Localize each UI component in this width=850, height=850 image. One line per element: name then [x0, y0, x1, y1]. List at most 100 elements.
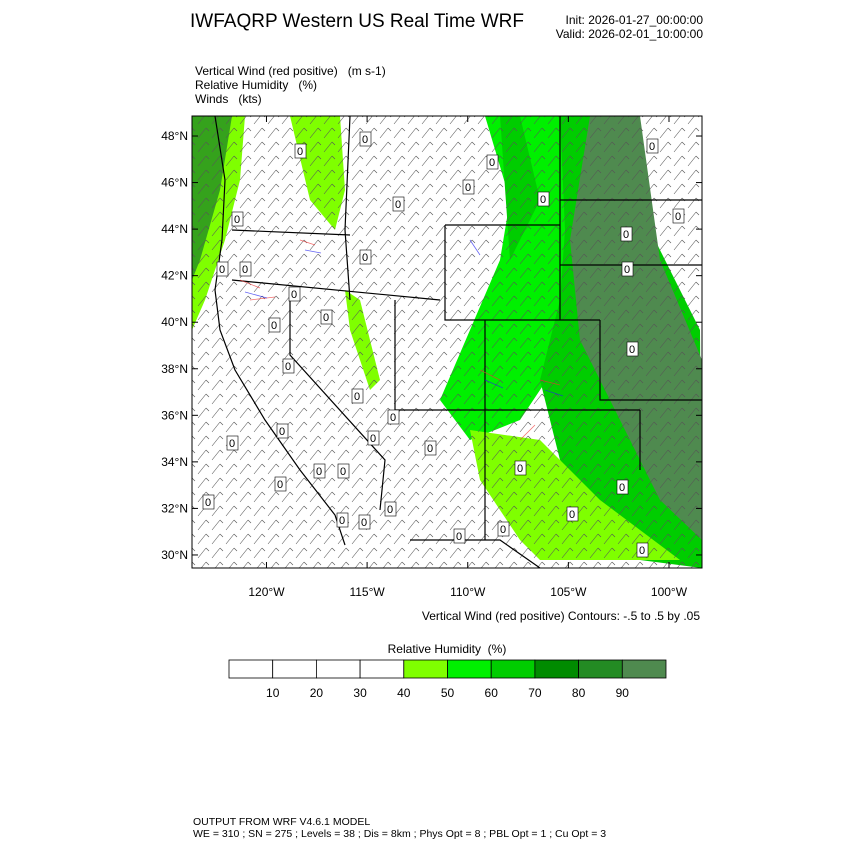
colorbar-label: 70 — [528, 686, 542, 700]
contour-label: 0 — [624, 264, 630, 276]
contour-label: 0 — [623, 229, 629, 241]
contour-label-box — [387, 409, 400, 425]
contour-label-box — [537, 191, 550, 207]
colorbar-label: 10 — [266, 686, 280, 700]
contour-label-box — [620, 226, 633, 242]
contour-label: 0 — [370, 433, 376, 445]
contour-label: 0 — [354, 391, 360, 403]
contour-label-box — [616, 479, 629, 495]
contour-label: 0 — [639, 545, 645, 557]
footer-line: OUTPUT FROM WRF V4.6.1 MODEL — [193, 816, 370, 828]
contour-label: 0 — [219, 264, 225, 276]
contour-label-box — [239, 261, 252, 277]
contour-label: 0 — [489, 157, 495, 169]
contour-label: 0 — [361, 517, 367, 529]
map-area — [192, 116, 702, 568]
colorbar-label: 80 — [572, 686, 586, 700]
colorbar-box — [621, 659, 667, 679]
contour-label-box — [359, 249, 372, 265]
lat-label: 42°N — [161, 269, 188, 283]
contour-label-box — [351, 388, 364, 404]
contour-label-box — [274, 476, 287, 492]
colorbar-box — [490, 659, 536, 679]
contour-label: 0 — [427, 443, 433, 455]
colorbar-box — [228, 659, 274, 679]
contour-label: 0 — [285, 361, 291, 373]
colorbar-box — [315, 659, 361, 679]
contour-label-box — [216, 261, 229, 277]
lat-label: 30°N — [161, 548, 188, 562]
contour-label: 0 — [517, 463, 523, 475]
contour-label-box — [358, 514, 371, 530]
contour-label-box — [486, 154, 499, 170]
field-label: Winds (kts) — [195, 92, 262, 106]
lon-label: 110°W — [450, 585, 486, 599]
colorbar-box — [403, 659, 448, 679]
lat-label: 44°N — [161, 222, 188, 236]
contour-label-box — [626, 341, 639, 357]
contour-label-box — [336, 512, 349, 528]
contour-label: 0 — [540, 194, 546, 206]
title: IWFAQRP Western US Real Time WRF — [190, 11, 524, 32]
contour-label: 0 — [279, 426, 285, 438]
contour-label: 0 — [234, 214, 240, 226]
contour-label: 0 — [362, 134, 368, 146]
contour-label: 0 — [316, 466, 322, 478]
lat-label: 32°N — [161, 501, 188, 515]
contour-label-box — [276, 423, 289, 439]
contour-label-box — [497, 521, 510, 537]
colorbar-title: Relative Humidity (%) — [388, 642, 507, 656]
contour-label: 0 — [675, 211, 681, 223]
colorbar-label: 40 — [397, 686, 411, 700]
contour-label: 0 — [500, 524, 506, 536]
contour-label-box — [424, 440, 437, 456]
contour-label: 0 — [387, 504, 393, 516]
init-time: Init: 2026-01-27_00:00:00 — [566, 13, 704, 27]
contour-label-box — [514, 460, 527, 476]
contour-label: 0 — [340, 466, 346, 478]
contour-label: 0 — [390, 412, 396, 424]
valid-time: Valid: 2026-02-01_10:00:00 — [556, 27, 704, 41]
contour-label-box — [384, 501, 397, 517]
contour-label-box — [202, 494, 215, 510]
lat-label: 46°N — [161, 176, 188, 190]
colorbar-box — [578, 659, 623, 679]
contour-label-box — [392, 196, 405, 212]
colorbar-label: 60 — [485, 686, 499, 700]
field-label: Relative Humidity (%) — [195, 78, 317, 92]
contour-label-box — [646, 138, 659, 154]
contour-label: 0 — [465, 182, 471, 194]
contour-label-box — [320, 309, 333, 325]
contour-label: 0 — [395, 199, 401, 211]
colorbar-label: 50 — [441, 686, 455, 700]
contour-label-box — [636, 542, 649, 558]
contour-label: 0 — [229, 438, 235, 450]
contour-label-box — [294, 143, 307, 159]
contour-label-box — [462, 179, 475, 195]
lat-label: 48°N — [161, 129, 188, 143]
contour-label: 0 — [362, 252, 368, 264]
contour-label-box — [282, 358, 295, 374]
colorbar-box — [447, 659, 492, 679]
contour-label: 0 — [205, 497, 211, 509]
contour-label-box — [672, 208, 685, 224]
contour-label: 0 — [297, 146, 303, 158]
contour-label-box — [453, 528, 466, 544]
contour-label: 0 — [323, 312, 329, 324]
colorbar-label: 90 — [616, 686, 630, 700]
lat-label: 34°N — [161, 455, 188, 469]
contour-label: 0 — [619, 482, 625, 494]
contour-label: 0 — [649, 141, 655, 153]
contour-label-box — [268, 317, 281, 333]
contour-label-box — [367, 430, 380, 446]
contour-label-box — [288, 286, 301, 302]
contour-label: 0 — [456, 531, 462, 543]
contour-label: 0 — [339, 515, 345, 527]
contour-label-box — [621, 261, 634, 277]
contour-label-box — [231, 211, 244, 227]
lon-label: 115°W — [349, 585, 385, 599]
contour-label-box — [226, 435, 239, 451]
lat-label: 38°N — [161, 362, 188, 376]
contour-label-box — [337, 463, 350, 479]
